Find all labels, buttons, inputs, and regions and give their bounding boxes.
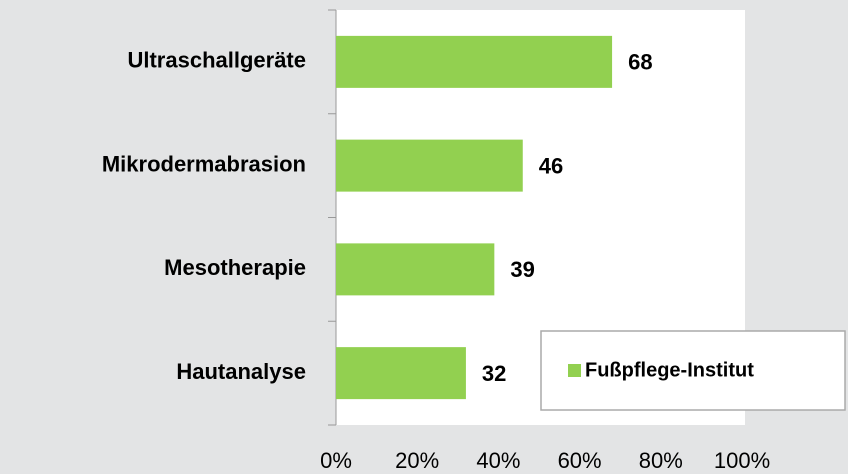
y-tick-label: Mikrodermabrasion [102, 151, 306, 176]
legend-label: Fußpflege-Institut [585, 359, 754, 381]
bar [336, 243, 495, 296]
x-tick-label: 60% [558, 448, 602, 473]
data-label: 46 [539, 153, 563, 178]
y-tick-label: Mesotherapie [164, 255, 306, 280]
bar [336, 35, 613, 88]
bar [336, 347, 466, 400]
y-tick-label: Hautanalyse [176, 359, 306, 384]
legend-box [540, 330, 846, 411]
x-tick-label: 80% [639, 448, 683, 473]
bar [336, 139, 523, 192]
x-tick-label: 0% [320, 448, 352, 473]
legend-swatch [568, 364, 581, 377]
data-label: 39 [510, 257, 534, 282]
data-label: 68 [628, 50, 652, 75]
y-tick-label: Ultraschallgeräte [127, 48, 306, 73]
x-tick-label: 100% [714, 448, 770, 473]
data-label: 32 [482, 361, 506, 386]
x-tick-label: 20% [395, 448, 439, 473]
x-tick-label: 40% [476, 448, 520, 473]
